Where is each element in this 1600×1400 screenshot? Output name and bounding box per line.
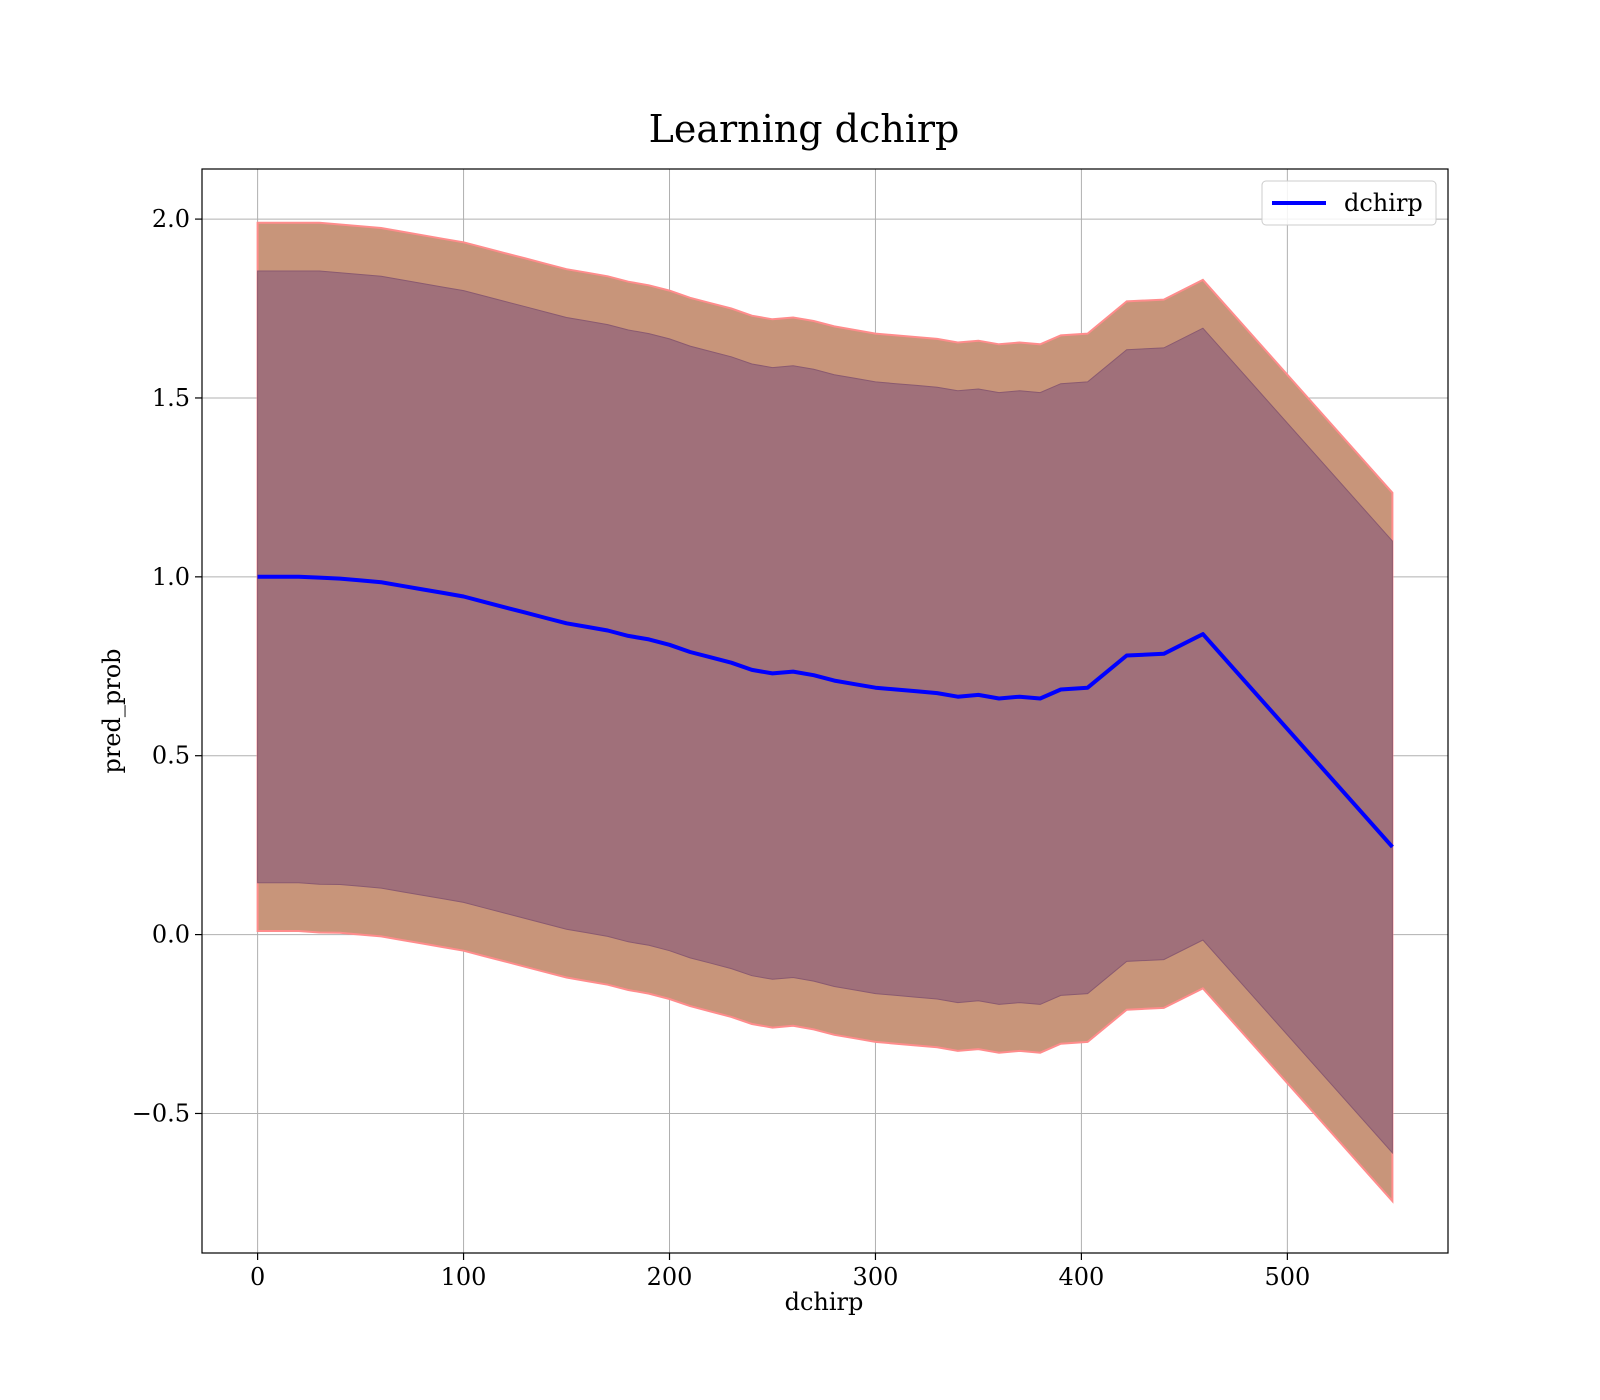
y-tick-label-0: −0.5 [132, 1099, 190, 1127]
x-tick-label-4: 400 [1059, 1263, 1105, 1291]
x-tick-label-1: 100 [441, 1263, 487, 1291]
x-axis-ticks: 0 100 200 300 400 500 [250, 1253, 1310, 1291]
x-tick-label-2: 200 [647, 1263, 693, 1291]
plot-area-frame [201, 168, 1449, 1254]
y-tick-label-2: 0.5 [152, 742, 190, 770]
legend: dchirp [1261, 180, 1437, 226]
inner-band [257, 270, 1393, 1155]
y-tick-label-1: 0.0 [152, 921, 190, 949]
x-tick-label-5: 500 [1264, 1263, 1310, 1291]
y-tick-label-4: 1.5 [152, 384, 190, 412]
x-tick-label-0: 0 [250, 1263, 265, 1291]
series-line-0 [257, 574, 1394, 849]
y-axis-ticks: −0.5 0.0 0.5 1.0 1.5 2.0 [132, 205, 202, 1127]
confidence-bands [256, 221, 1394, 1204]
legend-box [1261, 180, 1437, 226]
legend-label: dchirp [1344, 189, 1423, 217]
y-tick-label-3: 1.0 [152, 563, 190, 591]
x-axis-label: dchirp [785, 1288, 864, 1316]
y-tick-label-5: 2.0 [152, 205, 190, 233]
series-lines [257, 574, 1394, 849]
y-axis-label: pred_prob [98, 648, 126, 773]
x-tick-label-3: 300 [853, 1263, 899, 1291]
chart-title: Learning dchirp [649, 107, 960, 151]
